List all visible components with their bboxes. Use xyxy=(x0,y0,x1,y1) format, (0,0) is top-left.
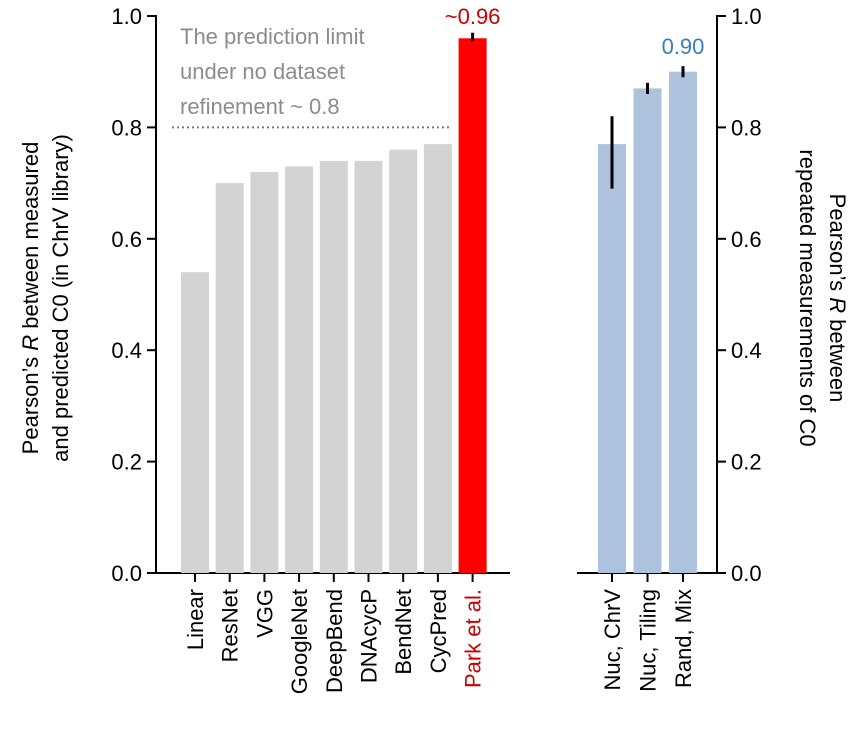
left-bar xyxy=(458,38,487,573)
left-bar xyxy=(354,160,383,573)
left-category-label: VGG xyxy=(252,589,277,638)
left-bar xyxy=(423,144,452,574)
left-y-tick-label: 0.8 xyxy=(111,115,142,140)
left-y-axis-title-line1: Pearson’s R between measured xyxy=(18,142,43,455)
left-y-tick-label: 0.6 xyxy=(111,227,142,252)
right-value-label: 0.90 xyxy=(662,34,705,59)
reference-annotation-line: refinement ~ 0.8 xyxy=(180,94,340,119)
left-y-tick-label: 0.0 xyxy=(111,561,142,586)
highlight-value-label: ~0.96 xyxy=(445,4,501,29)
left-category-label: Park et al. xyxy=(461,589,486,688)
left-bar xyxy=(215,183,244,573)
left-bar xyxy=(250,171,279,573)
right-bar xyxy=(633,88,662,573)
left-category-label: Linear xyxy=(183,589,208,650)
left-category-label: DeepBend xyxy=(322,589,347,693)
left-bar-chart: 0.0 0.2 0.4 0.6 0.8 1.0 Linear ResNet VGG GoogleN… xyxy=(18,4,510,694)
left-bar xyxy=(319,160,348,573)
right-y-tick-label: 0.8 xyxy=(731,115,762,140)
left-category-label: BendNet xyxy=(391,589,416,675)
left-y-tick-label: 1.0 xyxy=(111,4,142,29)
right-y-tick-label: 0.4 xyxy=(731,338,762,363)
right-bar xyxy=(669,71,697,573)
right-y-axis-title-line2: repeated measurements of C0 xyxy=(795,149,820,446)
reference-annotation-line: The prediction limit xyxy=(180,24,365,49)
left-category-label: CycPred xyxy=(426,589,451,673)
right-category-label: Rand, Mix xyxy=(671,589,696,688)
right-y-tick-label: 0.2 xyxy=(731,450,762,475)
right-category-label: Nuc, ChrV xyxy=(600,589,625,691)
reference-annotation-line: under no dataset xyxy=(180,59,345,84)
right-y-tick-label: 1.0 xyxy=(731,4,762,29)
right-category-label: Nuc, Tiling xyxy=(636,589,661,692)
right-y-tick-label: 0.0 xyxy=(731,561,762,586)
left-bar xyxy=(285,166,314,573)
left-category-label: ResNet xyxy=(218,589,243,662)
left-bar xyxy=(181,272,209,573)
left-category-label: GoogleNet xyxy=(287,589,312,694)
left-bar xyxy=(389,149,418,573)
right-bar xyxy=(598,144,626,574)
right-bar-chart: 0.0 0.2 0.4 0.6 0.8 1.0 Nuc, ChrV Nuc, Tiling Ra… xyxy=(577,4,850,692)
right-y-axis-title-line1: Pearson’s R between xyxy=(825,194,850,403)
left-y-axis-title-line2: and predicted C0 (in ChrV library) xyxy=(48,134,73,462)
left-y-tick-label: 0.4 xyxy=(111,338,142,363)
left-y-tick-label: 0.2 xyxy=(111,450,142,475)
right-y-tick-label: 0.6 xyxy=(731,227,762,252)
left-category-label: DNAcycP xyxy=(357,589,382,683)
